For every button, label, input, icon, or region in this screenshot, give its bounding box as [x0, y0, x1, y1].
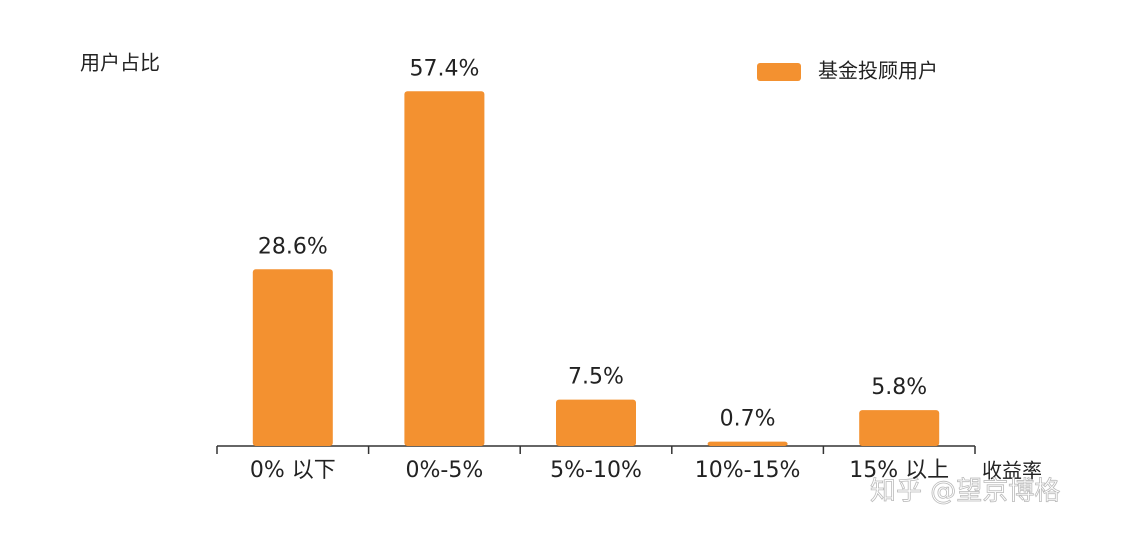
- data-label: 0.7%: [720, 407, 776, 432]
- watermark: 知乎 @望京博格: [870, 477, 1060, 507]
- bar: [556, 399, 636, 446]
- legend-swatch: [757, 63, 801, 81]
- x-tick-label: 0% 以下: [250, 458, 336, 483]
- x-tick-label: 10%-15%: [695, 458, 801, 483]
- bar: [859, 410, 940, 446]
- x-axis-label: 收益率: [982, 459, 1042, 483]
- bar: [707, 441, 788, 446]
- x-tick-label: 0%-5%: [406, 458, 484, 483]
- bar: [404, 91, 485, 446]
- y-axis-label: 用户占比: [80, 51, 160, 75]
- x-tick-label: 15% 以上: [849, 458, 949, 483]
- bar: [252, 269, 333, 446]
- x-tick-label: 5%-10%: [550, 458, 642, 483]
- data-label: 5.8%: [871, 375, 927, 400]
- legend-label: 基金投顾用户: [818, 59, 938, 83]
- data-label: 28.6%: [258, 234, 328, 259]
- data-label: 7.5%: [568, 365, 624, 390]
- data-label: 57.4%: [409, 56, 479, 81]
